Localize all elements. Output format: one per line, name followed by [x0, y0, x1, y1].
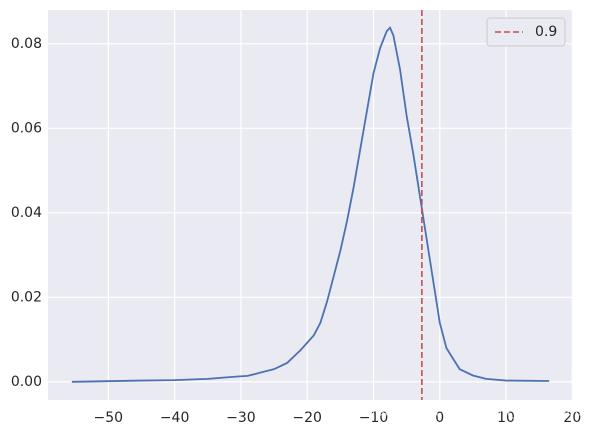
y-tick-label: 0.06 — [11, 120, 42, 136]
x-tick-label: −50 — [94, 410, 124, 426]
y-tick-label: 0.00 — [11, 374, 42, 390]
y-tick-label: 0.04 — [11, 205, 42, 221]
x-tick-label: 10 — [497, 410, 515, 426]
watermark: https://blog.csdn.net/weixin_43831480 — [329, 405, 583, 420]
x-tick-label: −30 — [226, 410, 256, 426]
x-tick-label: −10 — [359, 410, 389, 426]
grid — [48, 10, 573, 400]
x-tick-label: 0 — [435, 410, 444, 426]
kde-line — [71, 26, 550, 383]
x-tick-label: −40 — [160, 410, 190, 426]
legend-box — [486, 17, 566, 47]
marks — [71, 10, 550, 400]
legend-label: 0.9 — [535, 24, 557, 40]
legend: 0.9 — [486, 17, 566, 47]
x-tick-label: −20 — [292, 410, 322, 426]
x-tick-label: 20 — [563, 410, 581, 426]
y-tick-label: 0.08 — [11, 36, 42, 52]
y-tick-label: 0.02 — [11, 289, 42, 305]
labels: −50 −40 −30 −20 −10 0 10 20 0.00 0.02 0.04 0.06 0.08… — [11, 17, 583, 426]
plot-area — [48, 10, 573, 400]
